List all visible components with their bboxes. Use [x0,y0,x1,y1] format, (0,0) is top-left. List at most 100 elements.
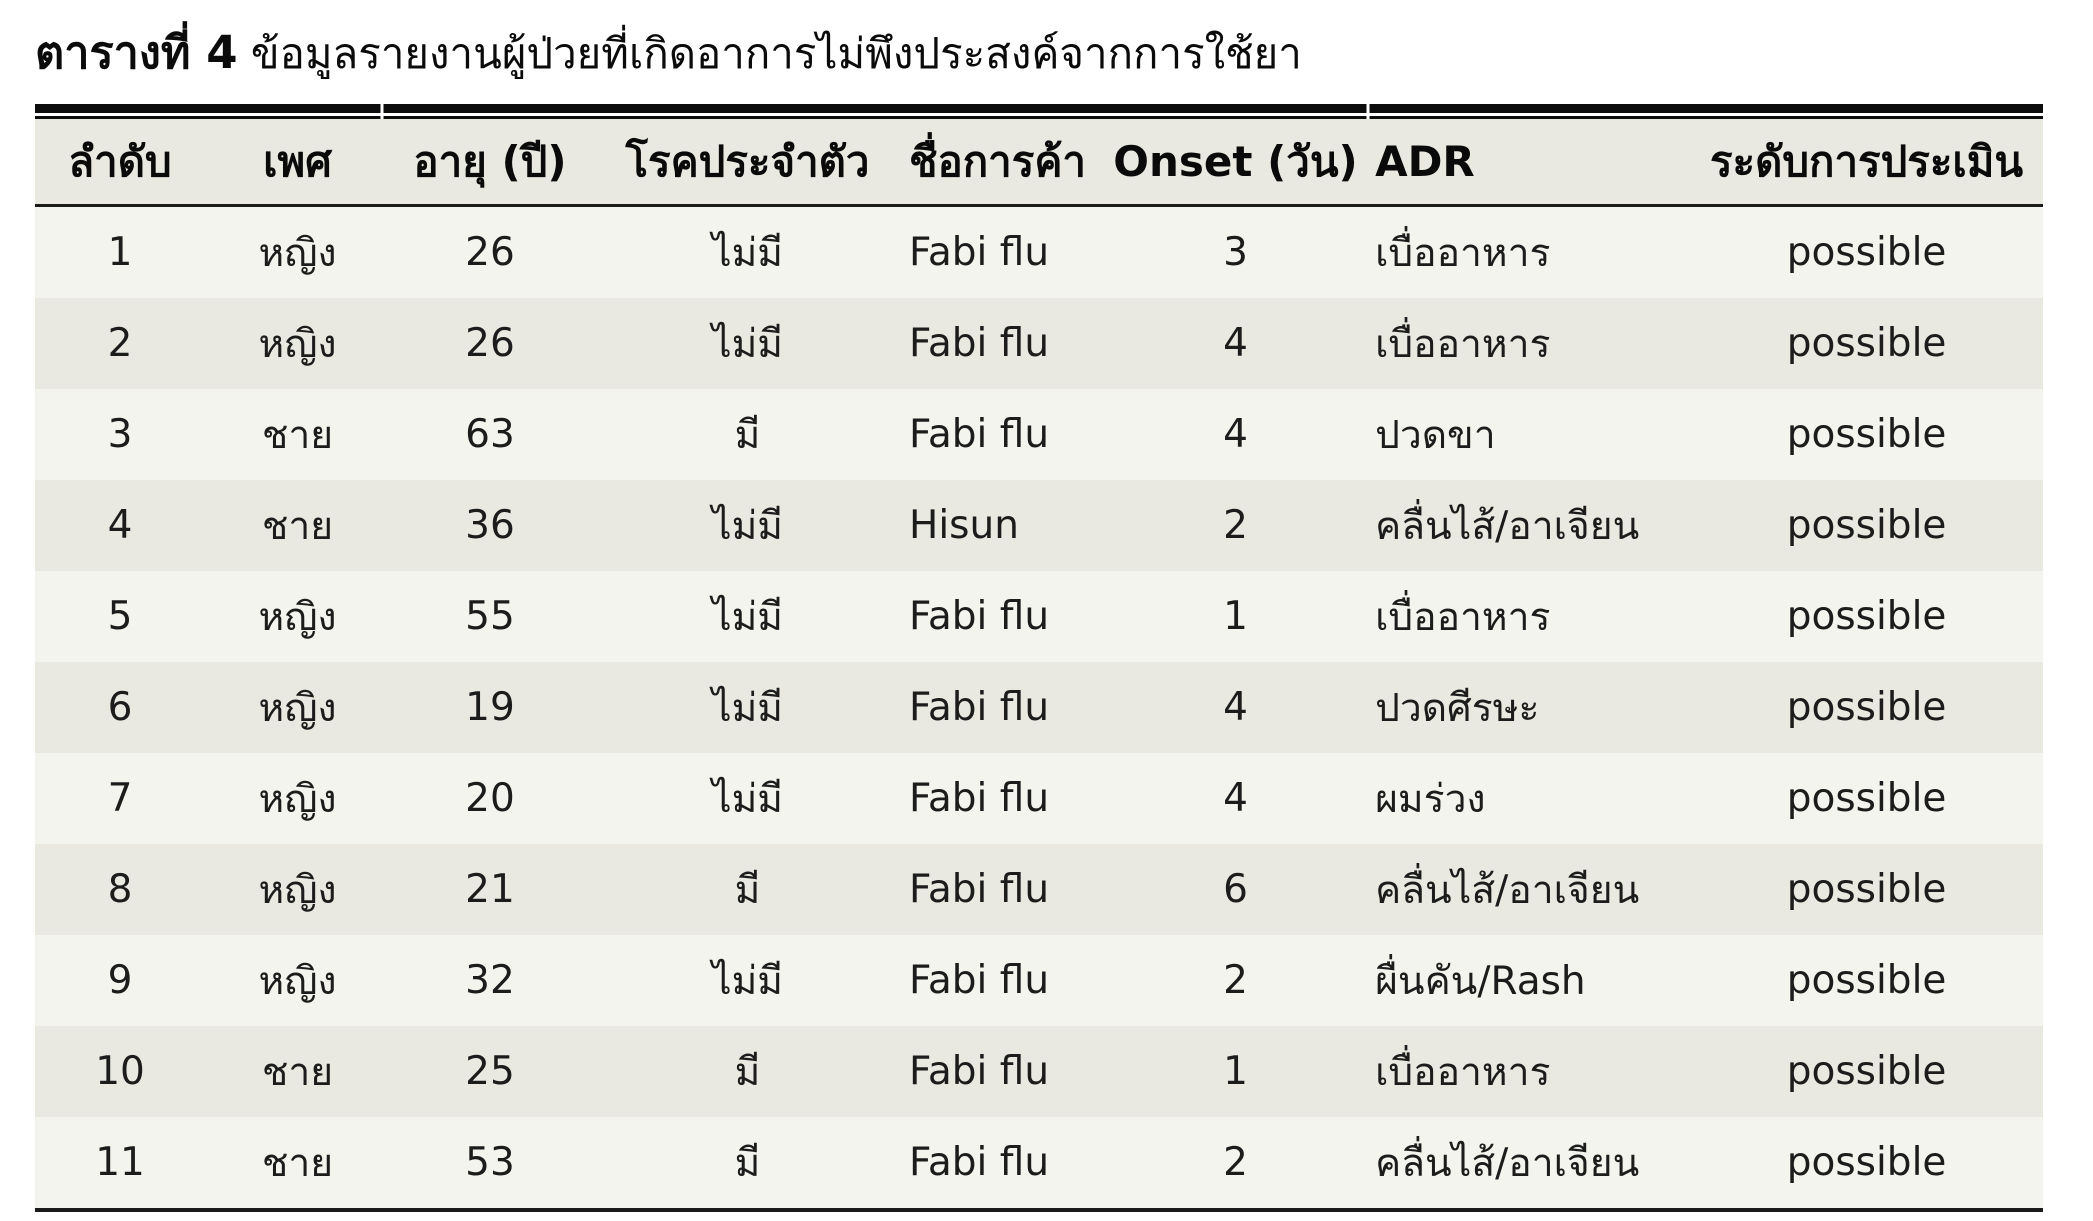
cell: 36 [389,480,590,571]
table-row: 7 หญิง 20 ไม่มี Fabi flu 4 ผมร่วง possible [35,753,2043,844]
cell: ชาย [205,389,390,480]
cell: 53 [389,1117,590,1212]
column-header: ระดับการประเมิน [1690,119,2043,207]
cell: Fabi flu [905,662,1100,753]
top-rule-thick [35,104,2043,113]
table-row: 6 หญิง 19 ไม่มี Fabi flu 4 ปวดศีรษะ possible [35,662,2043,753]
cell: 8 [35,844,206,935]
cell: possible [1690,662,2043,753]
cell: 26 [389,205,590,298]
adr-table-container: ลำดับ เพศ อายุ (ปี) โรคประจำตัว ชื่อการค้า On… [35,104,2043,1212]
cell: เบื่ออาหาร [1371,571,1691,662]
column-header: อายุ (ปี) [389,119,590,207]
cell: หญิง [205,298,390,389]
cell: 19 [389,662,590,753]
cell: ปวดขา [1371,389,1691,480]
cell: ผมร่วง [1371,753,1691,844]
table-row: 8 หญิง 21 มี Fabi flu 6 คลื่นไส้/อาเจียน possib… [35,844,2043,935]
cell: Fabi flu [905,935,1100,1026]
cell: ไม่มี [589,571,906,662]
cell: 6 [1099,844,1372,935]
cell: 4 [1099,662,1372,753]
cell: ชาย [205,1026,390,1117]
cell: Fabi flu [905,844,1100,935]
cell: 2 [1099,480,1372,571]
cell: ไม่มี [589,298,906,389]
cell: 2 [1099,935,1372,1026]
cell: 3 [1099,205,1372,298]
column-header: โรคประจำตัว [589,119,906,207]
cell: 25 [389,1026,590,1117]
cell: มี [589,1117,906,1212]
cell: possible [1690,935,2043,1026]
cell: ไม่มี [589,753,906,844]
cell: 1 [35,205,206,298]
cell: ไม่มี [589,480,906,571]
cell: 9 [35,935,206,1026]
table-caption-text: ข้อมูลรายงานผู้ป่วยที่เกิดอาการไม่พึงประ… [250,29,1302,78]
header-row: ลำดับ เพศ อายุ (ปี) โรคประจำตัว ชื่อการค้า On… [35,119,2043,207]
cell: 4 [1099,389,1372,480]
column-header: ADR [1371,119,1691,207]
cell: 21 [389,844,590,935]
cell: Fabi flu [905,298,1100,389]
cell: หญิง [205,662,390,753]
cell: Fabi flu [905,753,1100,844]
cell: 26 [389,298,590,389]
cell: 1 [1099,571,1372,662]
table-caption-label: ตารางที่ 4 [35,26,238,79]
cell: ไม่มี [589,935,906,1026]
cell: คลื่นไส้/อาเจียน [1371,1117,1691,1212]
top-rule-gap [35,113,2043,116]
cell: 2 [35,298,206,389]
cell: possible [1690,389,2043,480]
cell: 6 [35,662,206,753]
cell: 1 [1099,1026,1372,1117]
cell: Fabi flu [905,1026,1100,1117]
cell: หญิง [205,753,390,844]
cell: 10 [35,1026,206,1117]
cell: ปวดศีรษะ [1371,662,1691,753]
cell: 4 [35,480,206,571]
table-row: 3 ชาย 63 มี Fabi flu 4 ปวดขา possible [35,389,2043,480]
cell: possible [1690,480,2043,571]
cell: มี [589,844,906,935]
cell: ผื่นคัน/Rash [1371,935,1691,1026]
column-header: เพศ [205,119,390,207]
cell: Fabi flu [905,205,1100,298]
table-row: 10 ชาย 25 มี Fabi flu 1 เบื่ออาหาร possible [35,1026,2043,1117]
column-header: ชื่อการค้า [905,119,1100,207]
cell: 3 [35,389,206,480]
table-row: 5 หญิง 55 ไม่มี Fabi flu 1 เบื่ออาหาร possible [35,571,2043,662]
table-row: 1 หญิง 26 ไม่มี Fabi flu 3 เบื่ออาหาร possible [35,205,2043,298]
cell: 7 [35,753,206,844]
cell: ชาย [205,480,390,571]
cell: หญิง [205,571,390,662]
cell: ไม่มี [589,662,906,753]
page-title: ตารางที่ 4 ข้อมูลรายงานผู้ป่วยที่เกิดอาก… [35,16,2093,88]
table-row: 11 ชาย 53 มี Fabi flu 2 คลื่นไส้/อาเจียน possib… [35,1117,2043,1212]
cell: หญิง [205,205,390,298]
adr-table: ลำดับ เพศ อายุ (ปี) โรคประจำตัว ชื่อการค้า On… [35,119,2043,1212]
cell: possible [1690,1117,2043,1212]
cell: possible [1690,1026,2043,1117]
column-header: ลำดับ [35,119,206,207]
cell: Fabi flu [905,571,1100,662]
cell: เบื่ออาหาร [1371,205,1691,298]
cell: possible [1690,571,2043,662]
cell: 11 [35,1117,206,1212]
cell: 20 [389,753,590,844]
cell: หญิง [205,935,390,1026]
cell: 2 [1099,1117,1372,1212]
cell: 32 [389,935,590,1026]
cell: 55 [389,571,590,662]
table-body: 1 หญิง 26 ไม่มี Fabi flu 3 เบื่ออาหาร possible 2… [35,205,2043,1212]
table-row: 2 หญิง 26 ไม่มี Fabi flu 4 เบื่ออาหาร possible [35,298,2043,389]
cell: เบื่ออาหาร [1371,298,1691,389]
cell: มี [589,389,906,480]
cell: เบื่ออาหาร [1371,1026,1691,1117]
cell: ชาย [205,1117,390,1212]
cell: มี [589,1026,906,1117]
cell: คลื่นไส้/อาเจียน [1371,844,1691,935]
